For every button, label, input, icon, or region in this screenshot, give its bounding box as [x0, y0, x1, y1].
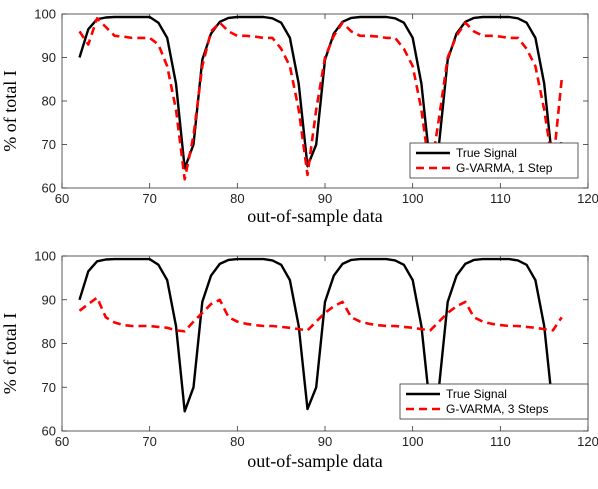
x-tick-label: 90 — [318, 434, 332, 449]
x-tick-label: 110 — [490, 434, 511, 449]
y-tick-label: 60 — [42, 424, 56, 439]
x-tick-label: 120 — [577, 434, 598, 449]
series-line-true-signal — [78, 15, 563, 170]
y-tick-label: 70 — [42, 380, 56, 395]
y-axis-label: % of total I — [0, 70, 20, 151]
y-tick-label: 80 — [42, 336, 56, 351]
legend-entry-label: True Signal — [456, 146, 517, 160]
x-tick-label: 80 — [230, 191, 244, 206]
y-tick-label: 80 — [42, 94, 56, 109]
x-tick-label: 110 — [490, 191, 511, 206]
y-tick-label: 100 — [34, 7, 56, 22]
x-tick-label: 100 — [402, 191, 424, 206]
x-tick-label: 100 — [402, 434, 424, 449]
legend-entry-label: True Signal — [446, 387, 507, 401]
legend-box — [409, 142, 579, 179]
legend-entry-label: G-VARMA, 3 Steps — [446, 402, 548, 416]
x-axis-label: out-of-sample data — [247, 206, 382, 226]
legend-box — [399, 383, 589, 420]
x-tick-label: 60 — [55, 434, 69, 449]
legend-entry-label: G-VARMA, 1 Step — [456, 161, 553, 175]
x-tick-label: 80 — [230, 434, 244, 449]
series-line-forecast — [78, 16, 563, 181]
y-tick-label: 90 — [42, 292, 56, 307]
chart-panel-2: 60 70 80 90 100 110 120 60 70 80 90 100 out-of-sampl… — [0, 249, 598, 472]
series-line-forecast — [78, 296, 563, 333]
x-axis-label: out-of-sample data — [247, 451, 382, 471]
x-tick-label: 70 — [142, 191, 156, 206]
x-tick-label: 60 — [55, 191, 69, 206]
x-tick-label: 90 — [318, 191, 332, 206]
y-tick-label: 90 — [42, 50, 56, 65]
y-tick-label: 60 — [42, 181, 56, 196]
x-tick-label: 70 — [142, 434, 156, 449]
x-tick-label: 120 — [577, 191, 598, 206]
series-line-true-signal — [78, 257, 563, 413]
y-tick-label: 100 — [34, 249, 56, 264]
y-axis-label: % of total I — [0, 313, 20, 394]
chart-panel-1: 60 70 80 90 100 110 120 60 70 80 90 100 out-of-sampl… — [0, 7, 598, 227]
y-tick-label: 70 — [42, 137, 56, 152]
